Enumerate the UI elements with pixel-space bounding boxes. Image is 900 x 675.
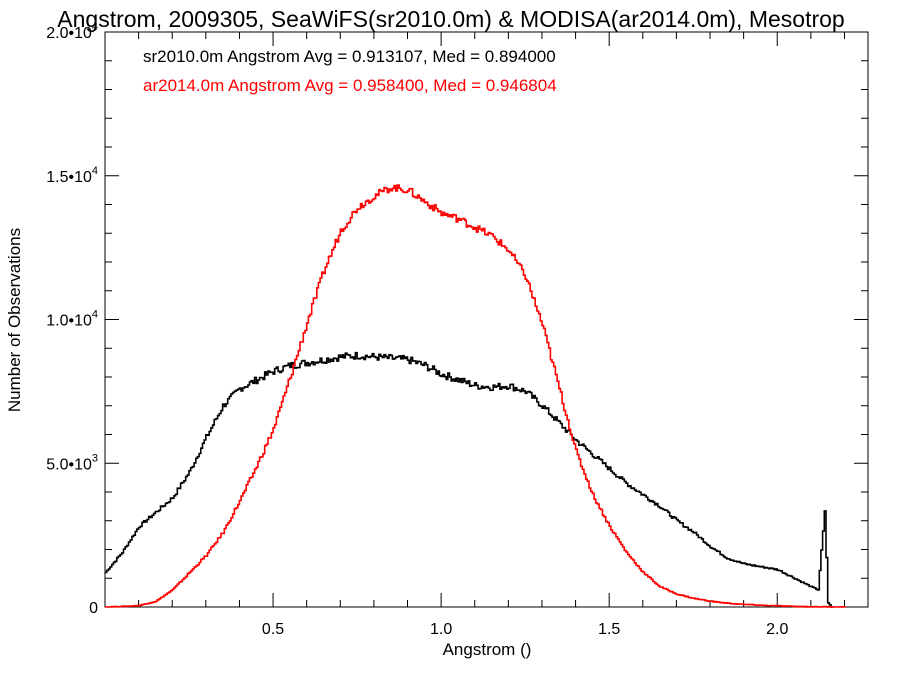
- y-tick-label: 1.0•104: [46, 309, 98, 330]
- legend-entry-series-1: sr2010.0m Angstrom Avg = 0.913107, Med =…: [143, 47, 556, 66]
- series-line-1: [105, 351, 833, 608]
- series-line-2: [105, 184, 847, 608]
- y-tick-label: 1.5•104: [46, 165, 98, 186]
- legend-entry-series-2: ar2014.0m Angstrom Avg = 0.958400, Med =…: [143, 76, 557, 95]
- y-tick-label: 0: [89, 600, 98, 617]
- series-layer: [105, 184, 847, 608]
- x-tick-label: 2.0: [766, 621, 788, 638]
- x-tick-label: 0.5: [262, 621, 284, 638]
- x-axis-label: Angstrom (): [443, 640, 532, 659]
- x-tick-label: 1.5: [598, 621, 620, 638]
- y-axis: 0 5.0•103 1.0•104 1.5•104 2.0•104: [46, 21, 868, 617]
- x-tick-label: 1.0: [430, 621, 452, 638]
- plot-frame: [104, 31, 869, 608]
- x-axis: 0.5 1.0 1.5 2.0: [138, 32, 845, 638]
- y-tick-label: 2.0•104: [46, 21, 98, 42]
- chart-title: Angstrom, 2009305, SeaWiFS(sr2010.0m) & …: [57, 6, 844, 32]
- y-axis-label: Number of Observations: [5, 228, 24, 412]
- y-tick-label: 5.0•103: [46, 452, 98, 473]
